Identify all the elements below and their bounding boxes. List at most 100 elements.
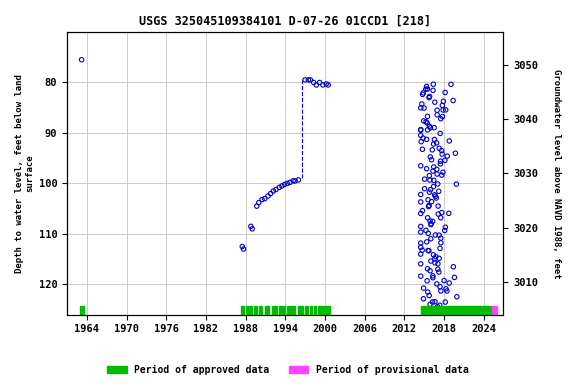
Point bbox=[422, 119, 431, 125]
Bar bbox=[245, 306, 249, 315]
Point bbox=[271, 186, 281, 192]
Point bbox=[435, 302, 444, 308]
Point bbox=[434, 211, 443, 217]
Point bbox=[425, 248, 434, 254]
Point bbox=[450, 274, 459, 280]
Point bbox=[425, 123, 434, 129]
Point bbox=[429, 252, 438, 258]
Point bbox=[426, 220, 435, 227]
Point bbox=[321, 81, 331, 87]
Point bbox=[437, 147, 446, 154]
Point bbox=[423, 120, 432, 126]
Point bbox=[416, 139, 426, 145]
Point bbox=[416, 240, 425, 246]
Point bbox=[439, 278, 449, 284]
Bar bbox=[80, 306, 84, 315]
Point bbox=[444, 210, 453, 217]
Legend: Period of approved data, Period of provisional data: Period of approved data, Period of provi… bbox=[103, 361, 473, 379]
Bar bbox=[250, 306, 252, 315]
Point bbox=[436, 288, 445, 294]
Point bbox=[238, 243, 247, 250]
Point bbox=[290, 178, 300, 184]
Bar bbox=[492, 306, 497, 315]
Point bbox=[430, 136, 439, 142]
Point bbox=[422, 239, 431, 245]
Point bbox=[416, 127, 425, 133]
Point bbox=[449, 264, 458, 270]
Point bbox=[441, 286, 450, 292]
Point bbox=[433, 304, 442, 310]
Point bbox=[421, 86, 430, 92]
Point bbox=[263, 193, 272, 199]
Point bbox=[438, 151, 447, 157]
Point bbox=[428, 273, 437, 279]
Point bbox=[289, 178, 298, 184]
Point bbox=[426, 301, 435, 307]
Point bbox=[285, 179, 294, 185]
Point bbox=[418, 91, 427, 98]
Point bbox=[438, 169, 448, 175]
Point bbox=[248, 226, 257, 232]
Point bbox=[419, 105, 429, 111]
Point bbox=[434, 255, 444, 262]
Point bbox=[438, 107, 448, 113]
Point bbox=[438, 102, 447, 108]
Point bbox=[280, 181, 289, 187]
Point bbox=[445, 138, 454, 144]
Point bbox=[432, 140, 441, 146]
Point bbox=[416, 191, 425, 197]
Point bbox=[419, 296, 428, 302]
Point bbox=[436, 235, 445, 241]
Point bbox=[426, 125, 435, 131]
Point bbox=[435, 245, 445, 252]
Point bbox=[427, 199, 436, 205]
Bar bbox=[272, 306, 276, 315]
Point bbox=[429, 275, 438, 281]
Point bbox=[429, 81, 438, 87]
Point bbox=[445, 280, 454, 286]
Point bbox=[433, 181, 442, 187]
Point bbox=[430, 192, 439, 198]
Point bbox=[418, 207, 427, 214]
Point bbox=[426, 218, 435, 224]
Point bbox=[432, 281, 441, 287]
Point bbox=[431, 253, 441, 260]
Point bbox=[435, 130, 445, 136]
Point bbox=[306, 77, 315, 83]
Point bbox=[277, 183, 286, 189]
Point bbox=[426, 222, 435, 228]
Point bbox=[416, 163, 425, 169]
Point bbox=[269, 188, 278, 194]
Point bbox=[433, 171, 442, 177]
Point bbox=[423, 86, 432, 92]
Point bbox=[440, 157, 449, 164]
Point bbox=[425, 177, 434, 183]
Point bbox=[424, 204, 433, 210]
Point bbox=[416, 105, 425, 111]
Point bbox=[425, 202, 434, 209]
Point bbox=[433, 266, 442, 272]
Point bbox=[426, 258, 435, 264]
Point bbox=[425, 189, 434, 195]
Point bbox=[423, 278, 432, 284]
Bar bbox=[323, 306, 325, 315]
Bar bbox=[310, 306, 312, 315]
Point bbox=[257, 197, 267, 203]
Point bbox=[416, 273, 425, 279]
Point bbox=[433, 107, 442, 113]
Point bbox=[434, 269, 444, 275]
Point bbox=[441, 89, 450, 96]
Point bbox=[429, 177, 438, 184]
Point bbox=[436, 240, 445, 246]
Point bbox=[423, 247, 433, 253]
Point bbox=[429, 168, 438, 174]
Bar bbox=[314, 306, 316, 315]
Point bbox=[418, 146, 427, 152]
Point bbox=[252, 203, 262, 209]
Bar bbox=[283, 306, 285, 315]
Point bbox=[434, 145, 444, 151]
Point bbox=[441, 299, 450, 305]
Point bbox=[431, 232, 440, 238]
Point bbox=[437, 172, 446, 178]
Point bbox=[424, 230, 433, 237]
